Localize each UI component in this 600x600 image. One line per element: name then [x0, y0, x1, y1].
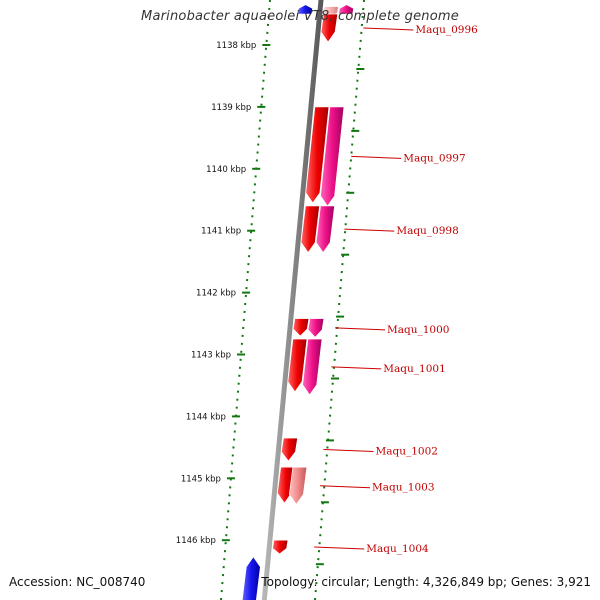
gene-arrow[interactable] [302, 338, 323, 396]
gene-label-leader [363, 27, 414, 31]
map-title: Marinobacter aquaeolei VT8, complete gen… [141, 9, 459, 24]
kbp-tick-label: 1139 kbp [211, 103, 251, 113]
gene-arrow[interactable] [292, 318, 310, 337]
gene-label-leader [334, 327, 386, 331]
genome-summary-text: Topology: circular; Length: 4,326,849 bp… [261, 575, 591, 589]
gene-label-leader [351, 155, 402, 159]
gene-arrow[interactable] [320, 106, 345, 207]
gene-arrow[interactable] [320, 13, 339, 43]
gene-arrow[interactable] [300, 205, 320, 253]
gene-labels: Maqu_0996 Maqu_0997 Maqu_0998 Maqu_1000 Maqu… [314, 24, 478, 555]
gene-arrow[interactable] [287, 338, 308, 393]
inner-dotted-guide [220, 0, 271, 600]
gene-features [241, 4, 354, 600]
gene-arrow[interactable] [288, 466, 308, 505]
gene-arrow[interactable] [315, 205, 335, 253]
gene-label[interactable]: Maqu_1000 [387, 324, 449, 336]
gene-label[interactable]: Maqu_1003 [372, 482, 434, 494]
kbp-tick-label: 1144 kbp [186, 412, 226, 422]
gene-label[interactable]: Maqu_0998 [396, 225, 458, 237]
genome-backbone [261, 0, 324, 600]
kbp-tick-label: 1145 kbp [181, 474, 221, 484]
gene-label-leader [323, 449, 374, 453]
kbp-tick-label: 1142 kbp [196, 289, 236, 299]
gene-arrow[interactable] [338, 4, 354, 15]
kbp-tick-label: 1140 kbp [206, 165, 246, 175]
gene-label-leader [314, 546, 365, 550]
gene-arrow[interactable] [241, 556, 261, 600]
gene-arrow[interactable] [297, 4, 313, 15]
backbone-line [261, 0, 324, 600]
gene-label[interactable]: Maqu_1002 [375, 446, 437, 458]
kbp-tick-label: 1143 kbp [191, 351, 231, 361]
gene-label-leader [320, 485, 371, 489]
gene-arrow[interactable] [307, 318, 325, 338]
gene-label[interactable]: Maqu_0997 [403, 152, 465, 164]
kbp-tick-label: 1138 kbp [216, 41, 256, 51]
gene-label[interactable]: Maqu_1004 [366, 543, 429, 555]
kbp-tick-label: 1141 kbp [201, 227, 241, 237]
gene-label-leader [331, 366, 382, 370]
accession-text: Accession: NC_008740 [9, 575, 146, 589]
kbp-tick-label: 1146 kbp [176, 536, 216, 546]
kbp-ruler: 1138 kbp 1139 kbp 1140 kbp 1141 kbp 1142 kbp… [176, 41, 365, 566]
gene-arrow[interactable] [281, 437, 298, 462]
gene-label[interactable]: Maqu_1001 [383, 363, 445, 375]
outer-dotted-guide [314, 0, 365, 600]
gene-arrow[interactable] [305, 106, 330, 204]
gene-arrow[interactable] [272, 539, 289, 555]
gene-label-leader [344, 228, 395, 232]
gene-label[interactable]: Maqu_0996 [415, 24, 478, 36]
